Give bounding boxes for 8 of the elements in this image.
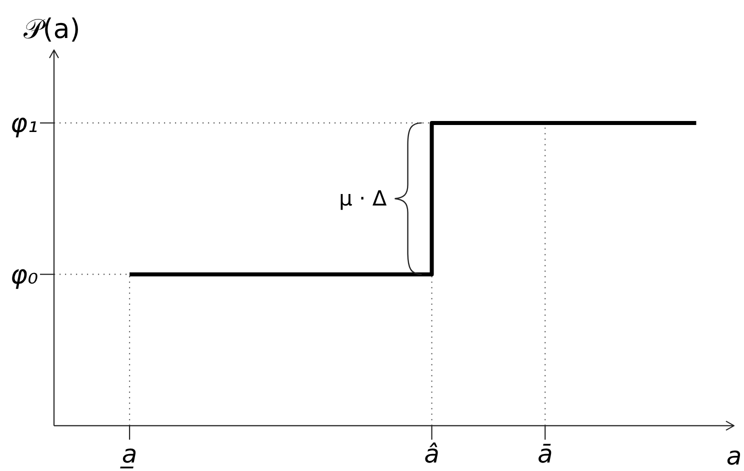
x-tick-label: a̲ [122,440,138,469]
y-axis-title: 𝒫(a) [24,14,80,45]
x-axis-title: a [726,442,742,471]
ref-line-label: φ₁ [10,108,38,139]
annotation: μ · Δ [339,186,387,211]
x-tick-label: â [424,440,440,469]
ref-line-label: φ₀ [10,260,38,290]
x-tick-label: ā [537,440,553,469]
